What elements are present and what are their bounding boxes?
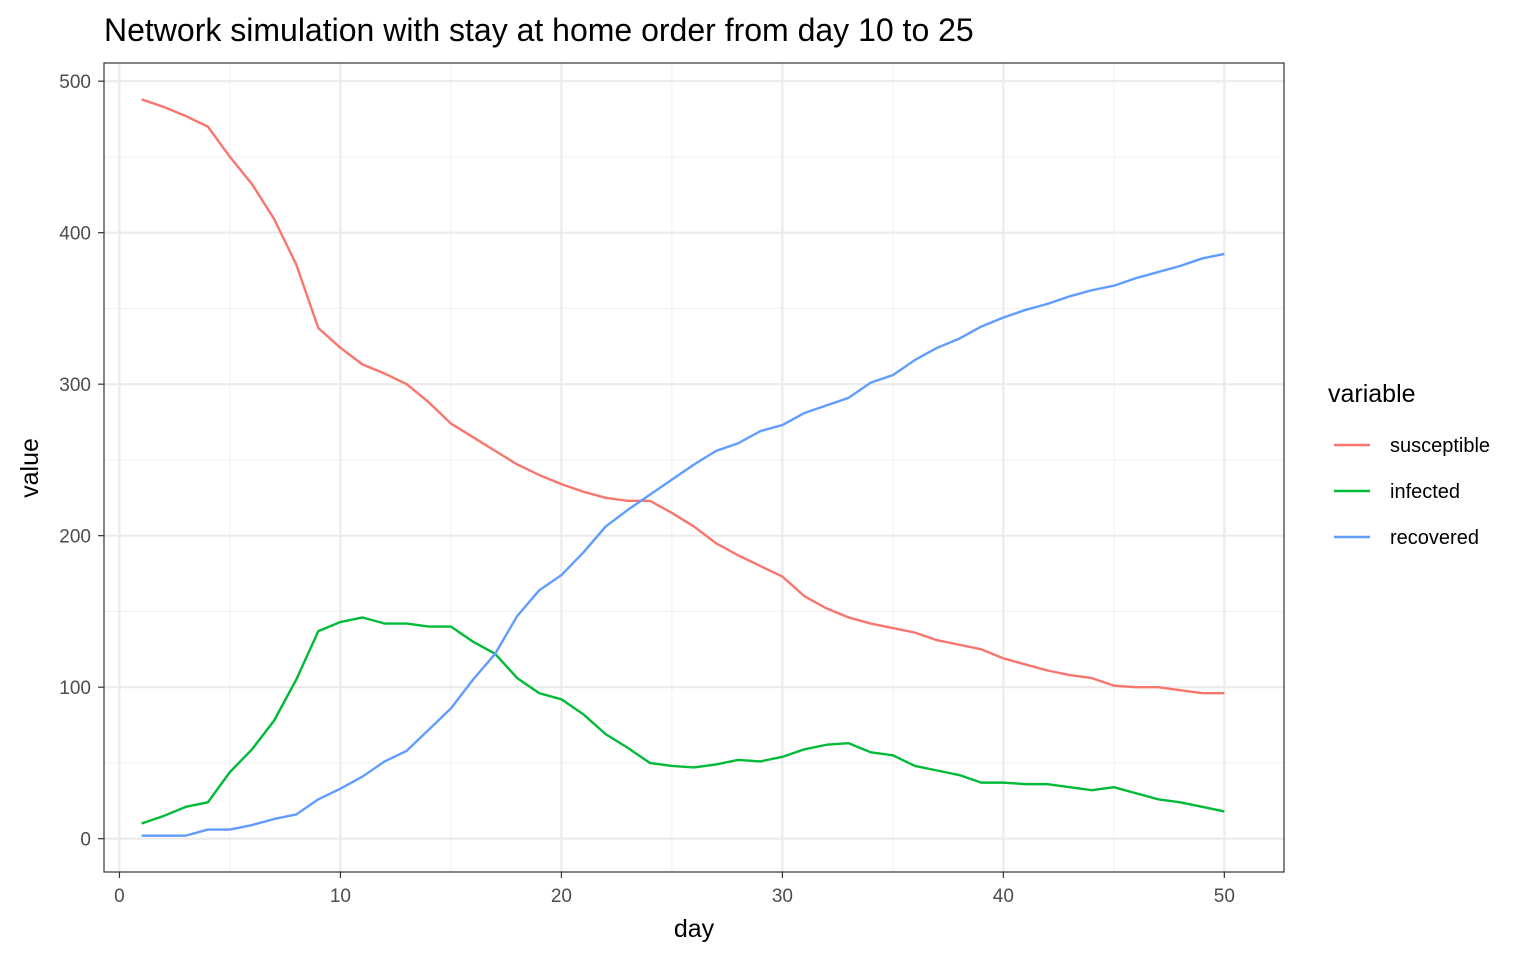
x-tick-label: 10 [330, 886, 351, 907]
legend: variable susceptible infected recovered [1328, 380, 1490, 549]
series-line-recovered [141, 252, 1225, 837]
x-axis-title: day [674, 915, 715, 943]
x-axis: 0 10 20 30 40 50 [114, 872, 1235, 907]
minor-gridlines [104, 63, 1284, 872]
plot-panel [103, 62, 1285, 873]
legend-label-recovered: recovered [1390, 527, 1479, 549]
y-tick-label: 300 [59, 375, 91, 396]
x-tick-label: 50 [1214, 886, 1235, 907]
legend-label-infected: infected [1390, 481, 1460, 503]
y-axis: 0 100 200 300 400 500 [59, 72, 104, 851]
series-line-infected [141, 616, 1225, 825]
y-tick-label: 0 [80, 830, 91, 851]
series-line-susceptible [141, 98, 1225, 695]
legend-label-susceptible: susceptible [1390, 435, 1490, 457]
y-tick-label: 500 [59, 72, 91, 93]
y-tick-label: 400 [59, 224, 91, 245]
x-tick-label: 0 [114, 886, 125, 907]
x-tick-label: 40 [993, 886, 1014, 907]
legend-title: variable [1328, 380, 1416, 408]
legend-items: susceptible infected recovered [1334, 435, 1490, 549]
y-axis-title: value [16, 438, 44, 498]
major-gridlines [104, 63, 1284, 872]
series-lines [141, 98, 1225, 837]
panel-border [103, 62, 1285, 873]
chart-title: Network simulation with stay at home ord… [104, 12, 974, 48]
x-tick-label: 30 [772, 886, 793, 907]
y-tick-label: 100 [59, 678, 91, 699]
x-tick-label: 20 [551, 886, 572, 907]
y-tick-label: 200 [59, 527, 91, 548]
